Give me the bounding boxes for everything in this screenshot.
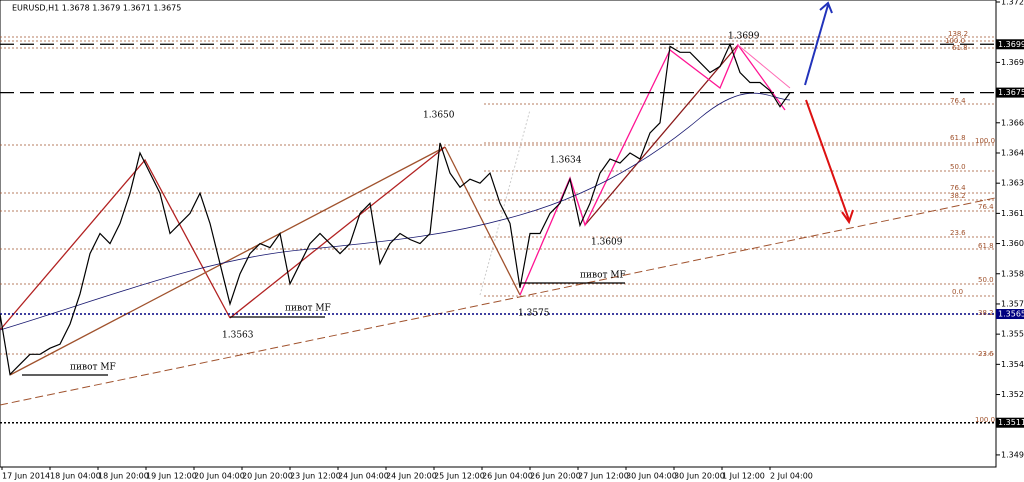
annotation: 1.3563: [222, 331, 254, 341]
x-tick-label: 2 Jul 04:00: [770, 472, 813, 481]
y-tick-label: 1.3555: [1001, 330, 1024, 339]
annotation: 1.3699: [728, 32, 760, 42]
price-level-box: [996, 417, 1024, 428]
price-level-label: 1.3511: [998, 418, 1024, 427]
y-tick-label: 1.3645: [1001, 148, 1024, 157]
fib-label: 100.0: [945, 37, 965, 45]
plot-frame: [0, 0, 997, 468]
annotation: пивот MF: [70, 363, 116, 373]
x-tick-label: 18 Jun 20:00: [98, 472, 149, 481]
annotation: 1.3609: [591, 238, 623, 248]
x-tick-label: 1 Jul 12:00: [722, 472, 765, 481]
price-line: [0, 42, 791, 376]
fib-label: 50.0: [978, 276, 994, 284]
fib-label: 138.2: [948, 30, 968, 38]
fib-label: 23.6: [950, 229, 966, 237]
drawings: [0, 1, 996, 406]
annotation: 1.3634: [550, 156, 582, 166]
x-tick-label: 20 Jun 20:00: [242, 472, 293, 481]
pivot-lines: [22, 282, 625, 376]
y-tick-label: 1.3600: [1001, 239, 1024, 248]
x-tick-label: 17 Jun 2014: [2, 472, 50, 481]
price-level-label: 1.3699: [998, 40, 1024, 49]
x-tick-label: 30 Jun 04:00: [626, 472, 677, 481]
y-tick-label: 1.3720: [1001, 0, 1024, 7]
x-tick-label: 26 Jun 04:00: [482, 472, 533, 481]
annotation: пивот MF: [580, 271, 626, 281]
fib-label: 38.2: [978, 309, 994, 317]
fib-label: 0.0: [952, 288, 963, 296]
fib-label: 76.4: [950, 97, 966, 105]
x-tick-label: 18 Jun 04:00: [50, 472, 101, 481]
x-tick-label: 27 Jun 12:00: [578, 472, 629, 481]
price-level-box: [996, 309, 1024, 320]
x-tick-label: 25 Jun 12:00: [434, 472, 485, 481]
fib-label: 23.6: [978, 350, 994, 358]
fib-label: 76.4: [950, 184, 966, 192]
y-tick-label: 1.3615: [1001, 209, 1024, 218]
y-tick-label: 1.3660: [1001, 118, 1024, 127]
x-tick-label: 24 Jun 04:00: [338, 472, 389, 481]
y-tick-label: 1.3630: [1001, 179, 1024, 188]
fib-label: 61.8: [952, 44, 968, 52]
fib-label: 50.0: [950, 163, 966, 171]
y-tick-label: 1.3525: [1001, 390, 1024, 399]
chart-header: EURUSD,H1 1.3678 1.3679 1.3671 1.3675: [12, 4, 181, 13]
fib-label: 61.8: [950, 134, 966, 142]
y-tick-label: 1.3585: [1001, 269, 1024, 278]
price-level-label: 1.3565: [998, 310, 1024, 319]
x-tick-label: 20 Jun 04:00: [194, 472, 245, 481]
y-tick-label: 1.3690: [1001, 58, 1024, 67]
y-tick-label: 1.3540: [1001, 360, 1024, 369]
y-tick-label: 1.3495: [1001, 450, 1024, 459]
x-tick-label: 26 Jun 20:00: [530, 472, 581, 481]
fib-label: 61.8: [978, 242, 994, 250]
x-tick-label: 23 Jun 12:00: [290, 472, 341, 481]
price-level-box: [996, 87, 1024, 98]
y-tick-label: 1.3570: [1001, 299, 1024, 308]
annotation: 1.3575: [518, 309, 550, 319]
x-tick-label: 19 Jun 12:00: [146, 472, 197, 481]
annotation: 1.3650: [423, 111, 455, 121]
annotation: пивот MF: [285, 304, 331, 314]
price-level-box: [996, 39, 1024, 50]
fib-label: 38.2: [950, 192, 966, 200]
price-level-label: 1.3675: [998, 88, 1024, 97]
fib-label: 100.0: [975, 137, 995, 145]
fib-label: 76.4: [978, 203, 994, 211]
fib-label: 100.0: [975, 416, 995, 424]
fib-lines: [0, 36, 995, 355]
x-tick-label: 24 Jun 20:00: [386, 472, 437, 481]
x-tick-label: 30 Jun 20:00: [674, 472, 725, 481]
